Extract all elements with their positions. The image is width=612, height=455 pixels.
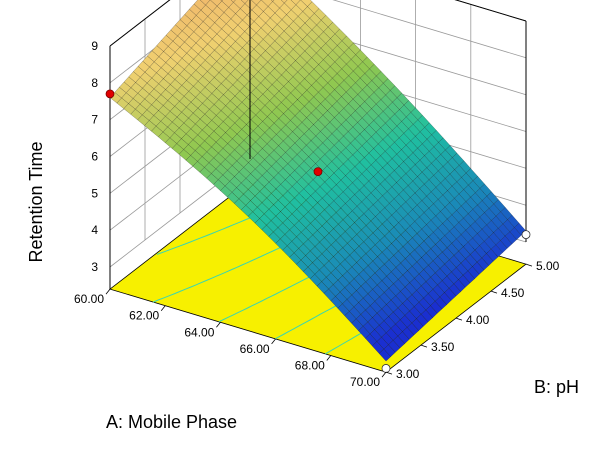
y-tick-mark	[455, 317, 463, 321]
y-tick-label: 4.00	[466, 313, 490, 327]
y-tick-label: 3.50	[431, 340, 455, 354]
y-tick-mark	[525, 263, 533, 267]
design-point	[381, 364, 391, 373]
x-tick-mark	[326, 355, 332, 361]
x-tick-mark	[160, 305, 166, 311]
z-tick-label: 6	[91, 150, 98, 164]
x-tick-mark	[381, 371, 387, 378]
z-axis-label: Retention Time	[26, 141, 46, 262]
z-tick-label: 3	[91, 260, 98, 274]
box-frame	[109, 0, 527, 290]
z-tick-label: 7	[91, 113, 98, 127]
x-tick-label: 66.00	[240, 342, 270, 356]
x-tick-label: 62.00	[129, 309, 159, 323]
top-left-edge	[109, 0, 171, 47]
y-tick-label: 5.00	[536, 259, 560, 273]
x-tick-label: 70.00	[350, 375, 380, 389]
x-tick-mark	[216, 322, 221, 328]
y-tick-mark	[420, 344, 428, 348]
y-tick-label: 3.00	[396, 367, 420, 381]
z-tick-label: 9	[91, 39, 98, 53]
x-tick-label: 64.00	[184, 325, 214, 339]
design-point	[105, 89, 115, 99]
response-surface	[109, 0, 527, 362]
tick-labels: 3 4 5 6 7 8 9 60.00 62.00 64.00 66.00 68.00 70.00 3.0…	[74, 39, 560, 389]
y-tick-mark	[490, 290, 498, 294]
y-tick-label: 4.50	[501, 286, 525, 300]
x-tick-mark	[105, 288, 111, 295]
design-point	[521, 230, 531, 240]
z-tick-label: 5	[91, 186, 98, 200]
z-tick-label: 8	[91, 76, 98, 90]
surface-cell	[378, 348, 391, 362]
x-tick-mark	[271, 338, 276, 345]
top-back-edge	[454, 0, 527, 22]
x-axis-label: A: Mobile Phase	[106, 412, 237, 432]
design-point	[313, 167, 323, 177]
y-axis-label: B: pH	[534, 377, 579, 397]
y-tick-mark	[385, 371, 393, 375]
x-tick-label: 68.00	[295, 359, 325, 373]
surface-cell	[270, 0, 275, 2]
x-tick-label: 60.00	[74, 292, 104, 306]
z-tick-label: 4	[91, 223, 98, 237]
